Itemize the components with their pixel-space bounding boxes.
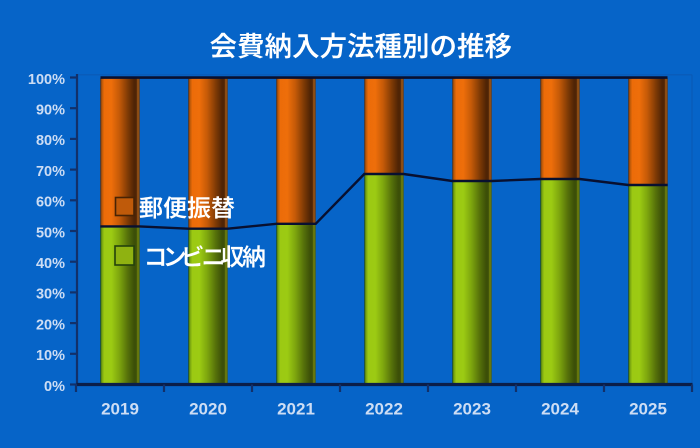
- svg-text:70%: 70%: [36, 164, 65, 180]
- svg-text:50%: 50%: [36, 225, 65, 241]
- svg-text:30%: 30%: [36, 287, 65, 303]
- svg-text:60%: 60%: [36, 195, 65, 211]
- svg-text:2019: 2019: [101, 400, 139, 419]
- svg-text:2020: 2020: [189, 400, 227, 419]
- svg-text:100%: 100%: [28, 72, 65, 88]
- svg-text:2021: 2021: [277, 400, 315, 419]
- svg-text:90%: 90%: [36, 103, 65, 119]
- svg-text:2022: 2022: [365, 400, 403, 419]
- svg-text:10%: 10%: [36, 348, 65, 364]
- svg-text:2023: 2023: [453, 400, 491, 419]
- svg-text:40%: 40%: [36, 256, 65, 272]
- svg-text:0%: 0%: [44, 379, 65, 395]
- svg-text:2024: 2024: [541, 400, 579, 419]
- svg-text:20%: 20%: [36, 317, 65, 333]
- svg-text:80%: 80%: [36, 133, 65, 149]
- svg-text:2025: 2025: [629, 400, 667, 419]
